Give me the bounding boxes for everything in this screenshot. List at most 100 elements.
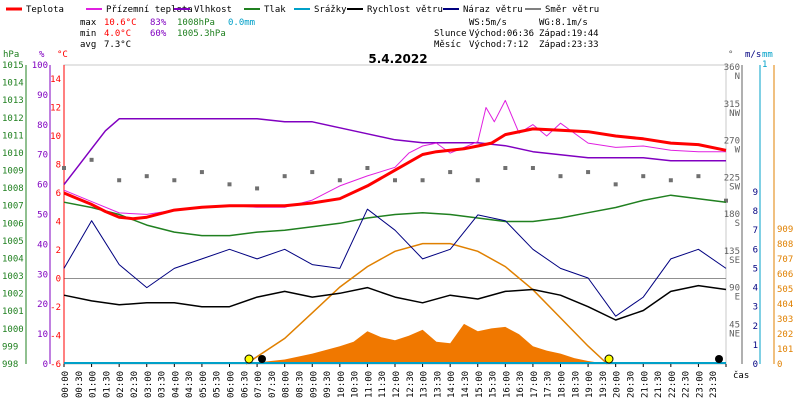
- wind-dir-point: [558, 174, 563, 179]
- axis-title-time: čas: [733, 370, 749, 381]
- axis-tick-time: 17:00: [530, 371, 540, 398]
- axis-tick-time: 05:00: [199, 371, 209, 398]
- wind-dir-point: [696, 174, 701, 179]
- axis-tick-time: 20:30: [626, 371, 636, 398]
- axis-tick-pct: 40: [37, 240, 48, 250]
- wind-dir-point: [724, 198, 728, 203]
- wind-dir-point: [255, 186, 260, 191]
- axis-tick-time: 13:30: [433, 371, 443, 398]
- chart-title: 5.4.2022: [368, 52, 427, 66]
- axis-tick-ms: 9: [753, 188, 758, 198]
- moonrise-icon: [258, 355, 266, 363]
- wind-direction-points: [62, 157, 728, 203]
- axis-tick-degc: 2: [56, 246, 61, 256]
- stat-min-temp: 4.0°C: [104, 29, 131, 39]
- axis-tick-hpa: 1001: [2, 307, 24, 317]
- stat-moonset: Západ:23:33: [539, 40, 599, 50]
- legend-label-temperature: Teplota: [26, 5, 64, 15]
- axis-tick-time: 08:30: [295, 371, 305, 398]
- stat-min-press: 1005.3hPa: [177, 29, 226, 39]
- solar-area: [246, 323, 608, 364]
- gust-line: [63, 208, 727, 317]
- sunrise-icon: [244, 354, 254, 364]
- axis-tick-hpa: 1015: [2, 61, 24, 71]
- axis-tick-time: 21:30: [654, 371, 664, 398]
- axis-tick-dir-deg: 180: [724, 210, 740, 220]
- axis-tick-time: 15:30: [489, 371, 499, 398]
- wind-dir-point: [586, 170, 591, 175]
- axis-tick-pct: 20: [37, 300, 48, 310]
- stat-min-label: min: [80, 29, 96, 39]
- axis-tick-dir-name: SE: [729, 256, 740, 266]
- axis-tick-pct: 30: [37, 270, 48, 280]
- axis-tick-solar: 202: [777, 330, 793, 340]
- axis-tick-dir-deg: 45: [729, 320, 740, 330]
- temperature-line: [63, 127, 727, 221]
- sun-moon-events: [244, 354, 723, 364]
- wind-dir-point: [393, 178, 397, 183]
- wind-dir-point: [282, 174, 287, 179]
- axis-tick-hpa: 1008: [2, 184, 24, 194]
- axis-tick-time: 22:30: [682, 371, 692, 398]
- stat-max-label: max: [80, 18, 97, 28]
- wind-dir-point: [641, 174, 646, 179]
- wind-dir-point: [668, 178, 673, 183]
- axis-tick-solar: 505: [777, 285, 793, 295]
- axis-tick-hpa: 1000: [2, 325, 24, 335]
- axis-tick-hpa: 1006: [2, 219, 24, 229]
- legend-label-humidity: Vlhkost: [194, 5, 232, 15]
- axis-tick-dir-name: E: [735, 293, 740, 303]
- axis-title-hpa: hPa: [3, 50, 19, 60]
- axis-tick-time: 21:00: [640, 371, 650, 398]
- axis-tick-dir-deg: 270: [724, 137, 740, 147]
- axis-tick-time: 23:30: [709, 371, 719, 398]
- wind-dir-point: [613, 182, 618, 187]
- axis-tick-ms: 7: [753, 226, 758, 236]
- stat-max-hum: 83%: [150, 18, 167, 28]
- axis-tick-solar: 808: [777, 240, 793, 250]
- axis-tick-hpa: 1005: [2, 237, 24, 247]
- stat-max-rain: 0.0mm: [228, 18, 255, 28]
- time-axis: 00:00 00:30 01:00 01:30 02:00 02:30 03:00 03:30…: [61, 371, 719, 398]
- axis-tick-time: 12:00: [392, 371, 402, 398]
- sunset-icon: [604, 354, 614, 364]
- wind-dir-point: [530, 166, 535, 170]
- axis-tick-dir-deg: 360: [724, 63, 740, 73]
- axis-tick-hpa: 998: [2, 360, 18, 370]
- wind-dir-point: [89, 157, 94, 162]
- axis-tick-pct: 70: [37, 151, 48, 161]
- axis-tick-time: 18:30: [571, 371, 581, 398]
- axis-tick-hpa: 1002: [2, 290, 24, 300]
- axis-tick-degc: 8: [56, 161, 61, 171]
- axis-tick-degc: -4: [50, 332, 61, 342]
- axis-title-dir: °: [728, 50, 733, 60]
- axis-tick-time: 01:30: [102, 371, 112, 398]
- axis-tick-degc: -2: [50, 303, 61, 313]
- axis-tick-hpa: 1012: [2, 114, 24, 124]
- stats-block: max 10.6°C 83% 1008hPa 0.0mm min 4.0°C 6…: [80, 18, 599, 50]
- axis-tick-solar: 909: [777, 225, 793, 235]
- wind-dir-point: [62, 166, 66, 170]
- legend-label-rain: Srážky: [314, 5, 347, 15]
- axis-tick-solar: 404: [777, 300, 793, 310]
- axis-tick-time: 10:30: [351, 371, 361, 398]
- stat-sunset: Západ:19:44: [539, 29, 599, 39]
- axis-tick-time: 03:30: [158, 371, 168, 398]
- axis-tick-time: 13:00: [420, 371, 430, 398]
- axis-tick-time: 04:00: [171, 371, 181, 398]
- axis-tick-time: 08:00: [282, 371, 292, 398]
- axis-tick-ms: 1: [753, 341, 758, 351]
- axis-tick-time: 15:00: [475, 371, 485, 398]
- axis-tick-time: 06:30: [240, 371, 250, 398]
- axis-tick-time: 09:30: [323, 371, 333, 398]
- pressure-line: [63, 194, 727, 237]
- axis-tick-ms: 6: [753, 245, 758, 255]
- axis-tick-dir-name: W: [735, 146, 741, 156]
- axis-tick-hpa: 999: [2, 342, 18, 352]
- axis-tick-solar: 0: [777, 360, 782, 370]
- axis-tick-dir-deg: 315: [724, 100, 740, 110]
- axis-tick-time: 10:00: [337, 371, 347, 398]
- axis-tick-dir-deg: 225: [724, 173, 740, 183]
- stat-min-hum: 60%: [150, 29, 167, 39]
- axis-tick-pct: 0: [43, 360, 48, 370]
